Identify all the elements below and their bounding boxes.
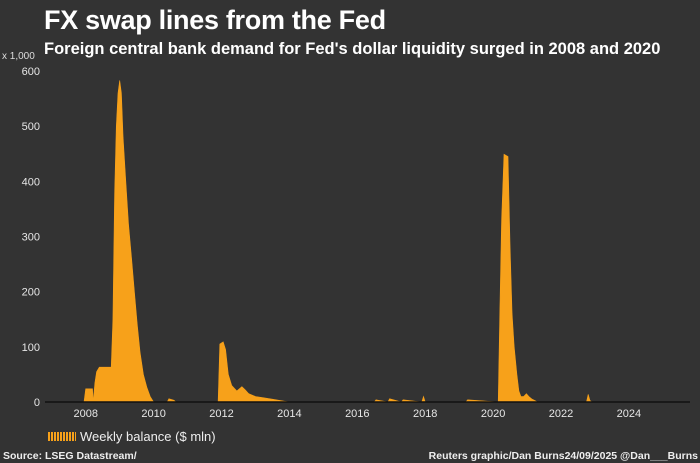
y-tick-label: 400 xyxy=(22,176,40,188)
y-tick-label: 500 xyxy=(22,121,40,133)
x-tick-label: 2008 xyxy=(73,408,97,420)
y-tick-label: 200 xyxy=(22,287,40,299)
x-tick-label: 2014 xyxy=(277,408,301,420)
legend: Weekly balance ($ mln) xyxy=(48,429,216,444)
source-note: Source: LSEG Datastream/ xyxy=(3,450,137,462)
legend-label: Weekly balance ($ mln) xyxy=(80,429,216,444)
legend-swatch-icon xyxy=(48,432,76,441)
x-tick-label: 2010 xyxy=(141,408,165,420)
y-tick-label: 300 xyxy=(22,232,40,244)
x-tick-label: 2012 xyxy=(209,408,233,420)
x-tick-label: 2020 xyxy=(481,408,505,420)
x-tick-label: 2016 xyxy=(345,408,369,420)
x-tick-label: 2024 xyxy=(617,408,641,420)
chart-subtitle: Foreign central bank demand for Fed's do… xyxy=(44,40,661,58)
x-tick-label: 2018 xyxy=(413,408,437,420)
y-axis-unit-label: x 1,000 xyxy=(2,51,35,62)
y-tick-label: 600 xyxy=(22,66,40,78)
series-area-0 xyxy=(83,80,593,403)
y-tick-label: 100 xyxy=(22,342,40,354)
credit-note: Reuters graphic/Dan Burns24/09/2025 @Dan… xyxy=(428,450,698,462)
y-tick-label: 0 xyxy=(34,397,40,409)
chart-title: FX swap lines from the Fed xyxy=(44,5,386,35)
x-tick-label: 2022 xyxy=(549,408,573,420)
